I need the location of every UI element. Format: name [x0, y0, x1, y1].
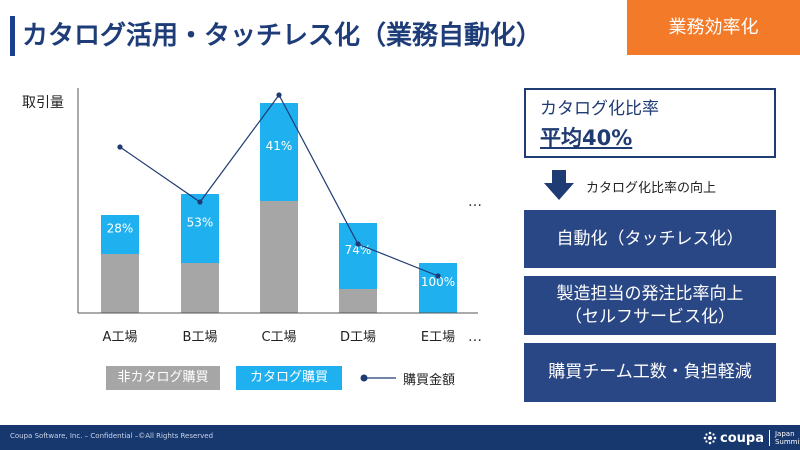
legend-line-marker-icon: [360, 374, 396, 382]
x-tick-label: C工場: [261, 330, 296, 345]
logo-event-line-1: Japan: [774, 430, 795, 438]
bar-non-catalog: [101, 254, 139, 313]
bar-catalog: [181, 194, 219, 263]
bar-non-catalog: [260, 201, 298, 313]
confidential-notice: Coupa Software, Inc. – Confidential –©Al…: [10, 432, 214, 440]
tick-labels-group: A工場 B工場 C工場 D工場 E工場 … …: [103, 194, 482, 345]
purchase-amount-point: [435, 273, 441, 279]
line-series-group: [117, 92, 441, 279]
legend-non-catalog: 非カタログ購買: [106, 366, 220, 390]
footer-bar: Coupa Software, Inc. – Confidential –©Al…: [0, 425, 800, 450]
legend-purchase-amount: 購買金額: [403, 373, 456, 388]
ellipsis-mark: …: [468, 329, 482, 345]
axes-group: [77, 88, 478, 314]
effect-text: 自動化（タッチレス化）: [556, 228, 744, 249]
kpi-label: カタログ化比率: [540, 99, 659, 119]
purchase-amount-point: [117, 144, 123, 150]
down-arrow-icon: [544, 170, 574, 200]
x-tick-label: D工場: [340, 330, 376, 345]
x-tick-label: B工場: [183, 330, 218, 345]
coupa-logo: coupa Japan Summit: [703, 429, 800, 447]
ellipsis-mark: …: [468, 194, 482, 210]
effect-box-automation: 自動化（タッチレス化）: [524, 210, 776, 268]
logo-wordmark: coupa: [720, 430, 764, 446]
kpi-box: カタログ化比率 平均40%: [524, 88, 776, 158]
effect-text: 購買チーム工数・負担軽減: [548, 362, 752, 383]
bar-percent-label: 53%: [187, 216, 214, 230]
logo-divider: [768, 430, 770, 446]
bar-catalog: [101, 215, 139, 254]
effect-box-workload: 購買チーム工数・負担軽減: [524, 343, 776, 402]
title-accent-bar: [10, 16, 15, 56]
bar-percent-label: 100%: [421, 275, 455, 289]
effect-text: 製造担当の発注比率向上 （セルフサービス化）: [556, 283, 744, 327]
arrow-label: カタログ化比率の向上: [586, 181, 717, 196]
logo-event-line-2: Summit: [774, 438, 800, 446]
legend-catalog: カタログ購買: [236, 366, 342, 390]
slide-title: カタログ活用・タッチレス化（業務自動化）: [22, 21, 543, 51]
coupa-logo-icon: [703, 431, 717, 445]
kpi-value: 平均40%: [540, 126, 633, 150]
bar-percent-label: 28%: [107, 222, 134, 236]
bars-group: 28% 53%41%74%100%: [101, 103, 457, 313]
x-tick-label: E工場: [421, 330, 455, 345]
purchase-amount-point: [276, 92, 282, 98]
effect-box-self-service: 製造担当の発注比率向上 （セルフサービス化）: [524, 276, 776, 335]
purchase-amount-point: [355, 241, 361, 247]
bar-non-catalog: [181, 263, 219, 313]
logo-event: Japan Summit: [775, 430, 800, 446]
x-tick-label: A工場: [103, 330, 138, 345]
purchase-amount-point: [197, 199, 203, 205]
bar-percent-label: 41%: [266, 139, 293, 153]
category-badge: 業務効率化: [627, 0, 800, 55]
y-axis-label: 取引量: [22, 95, 64, 111]
bar-catalog: [339, 223, 377, 289]
bar-non-catalog: [339, 289, 377, 313]
